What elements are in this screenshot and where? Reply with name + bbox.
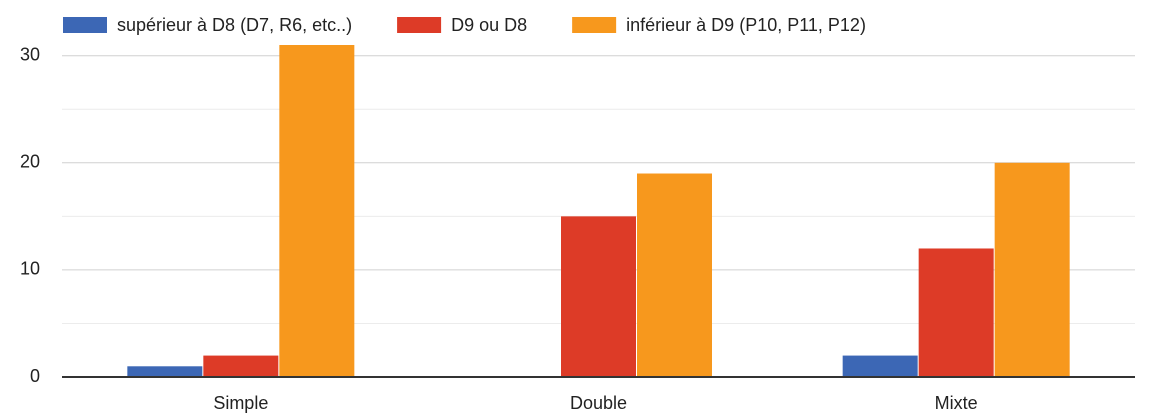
legend-label: inférieur à D9 (P10, P11, P12): [626, 15, 866, 35]
legend-label: supérieur à D8 (D7, R6, etc..): [117, 15, 352, 35]
bar: [279, 45, 355, 377]
bar: [203, 355, 279, 377]
y-tick-label: 20: [20, 152, 40, 172]
x-tick-label: Double: [570, 393, 627, 413]
x-tick-label: Mixte: [935, 393, 978, 413]
bar: [918, 248, 994, 377]
legend-swatch: [63, 17, 107, 33]
bar: [994, 162, 1070, 377]
x-tick-label: Simple: [213, 393, 268, 413]
bar: [127, 366, 203, 377]
legend-swatch: [572, 17, 617, 33]
y-tick-label: 0: [30, 366, 40, 386]
y-tick-label: 10: [20, 259, 40, 279]
bar: [561, 216, 636, 377]
bar: [637, 173, 712, 377]
y-tick-label: 30: [20, 44, 40, 64]
legend-swatch: [397, 17, 442, 33]
bar: [842, 355, 918, 377]
legend-label: D9 ou D8: [451, 15, 527, 35]
